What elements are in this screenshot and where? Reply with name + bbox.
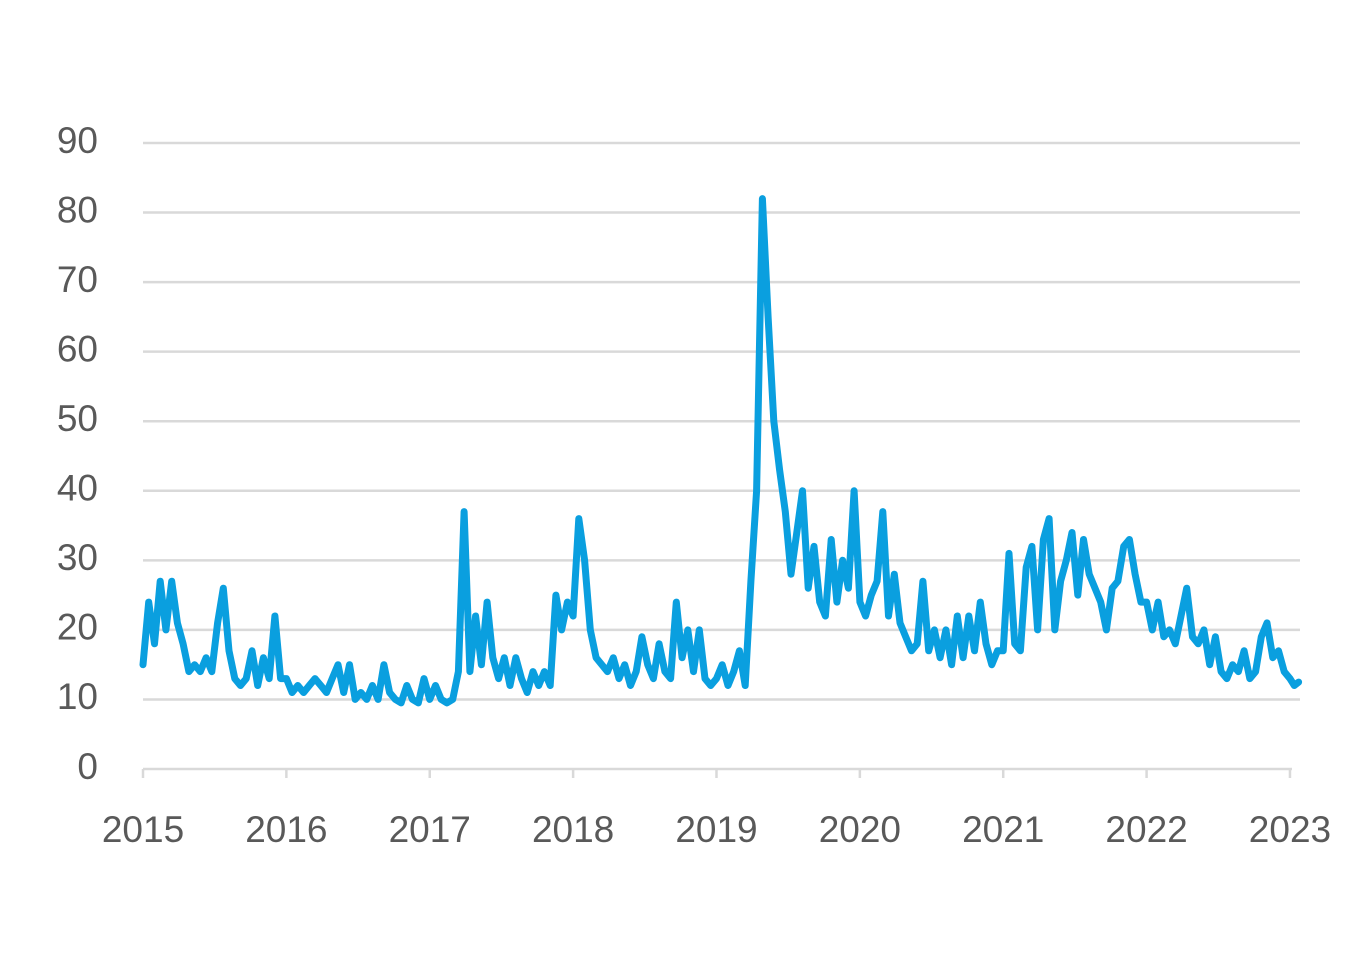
y-tick-label: 20 bbox=[57, 607, 98, 648]
x-tick-label: 2022 bbox=[1105, 809, 1187, 850]
y-tick-label: 80 bbox=[57, 189, 98, 230]
y-tick-label: 10 bbox=[57, 676, 98, 717]
x-tick-label: 2018 bbox=[532, 809, 614, 850]
y-tick-label: 0 bbox=[77, 746, 98, 787]
x-tick-label: 2015 bbox=[102, 809, 184, 850]
x-tick-label: 2017 bbox=[389, 809, 471, 850]
x-tick-label: 2023 bbox=[1249, 809, 1331, 850]
x-tick-label: 2020 bbox=[819, 809, 901, 850]
x-tick-label: 2016 bbox=[245, 809, 327, 850]
data-line bbox=[139, 195, 1303, 707]
x-tick-label: 2021 bbox=[962, 809, 1044, 850]
y-tick-label: 40 bbox=[57, 468, 98, 509]
y-tick-label: 30 bbox=[57, 537, 98, 578]
y-tick-label: 90 bbox=[57, 120, 98, 161]
y-tick-label: 50 bbox=[57, 398, 98, 439]
x-tick-label: 2019 bbox=[675, 809, 757, 850]
y-tick-label: 60 bbox=[57, 328, 98, 369]
y-tick-label: 70 bbox=[57, 259, 98, 300]
